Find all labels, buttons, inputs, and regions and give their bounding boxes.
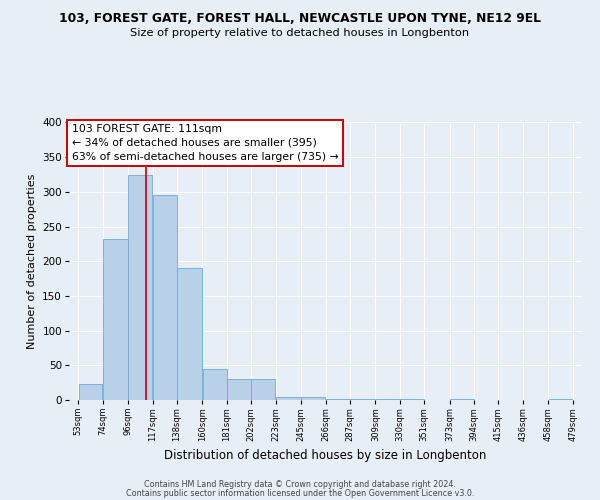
Bar [177,268,202,400]
Text: 103, FOREST GATE, FOREST HALL, NEWCASTLE UPON TYNE, NE12 9EL: 103, FOREST GATE, FOREST HALL, NEWCASTLE… [59,12,541,26]
Text: 103 FOREST GATE: 111sqm
← 34% of detached houses are smaller (395)
63% of semi-d: 103 FOREST GATE: 111sqm ← 34% of detache… [71,124,338,162]
Text: Contains HM Land Registry data © Crown copyright and database right 2024.: Contains HM Land Registry data © Crown c… [144,480,456,489]
Bar [128,174,152,400]
Bar [103,239,128,400]
Bar [227,379,251,400]
Bar [276,396,301,400]
Bar [548,398,572,400]
X-axis label: Distribution of detached houses by size in Longbenton: Distribution of detached houses by size … [164,450,487,462]
Y-axis label: Number of detached properties: Number of detached properties [27,174,37,349]
Bar [251,379,275,400]
Bar [153,194,176,400]
Bar [203,370,227,400]
Text: Size of property relative to detached houses in Longbenton: Size of property relative to detached ho… [130,28,470,38]
Bar [79,384,103,400]
Bar [301,396,325,400]
Text: Contains public sector information licensed under the Open Government Licence v3: Contains public sector information licen… [126,488,474,498]
Bar [326,398,350,400]
